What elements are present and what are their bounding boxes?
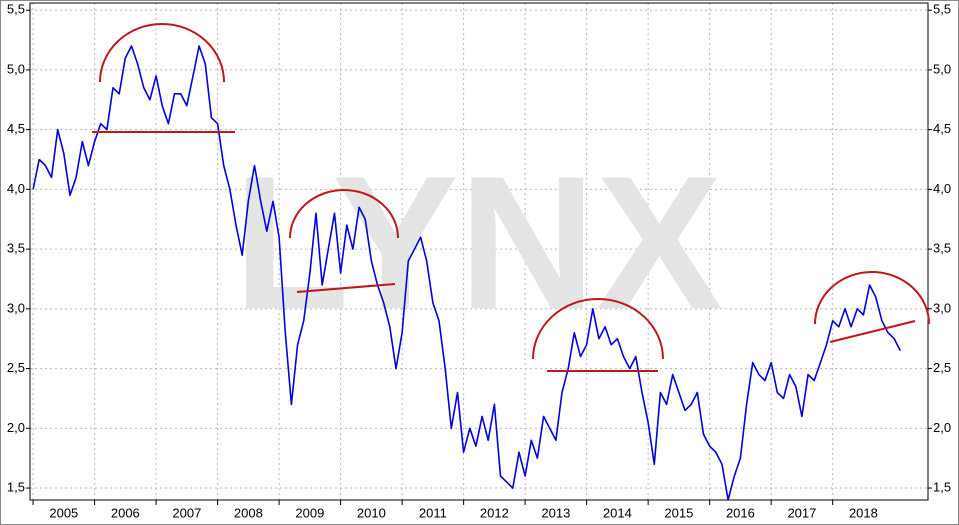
x-tick-label: 2017 bbox=[787, 505, 816, 520]
x-tick-label: 2010 bbox=[357, 505, 386, 520]
support-line bbox=[296, 283, 396, 293]
y-tick-label: 3,5 bbox=[7, 241, 25, 256]
x-tick-label: 2007 bbox=[172, 505, 201, 520]
x-tick-label: 2009 bbox=[295, 505, 324, 520]
annotations bbox=[92, 23, 930, 372]
y2-tick-label: 3,0 bbox=[933, 300, 951, 315]
x-tick-label: 2011 bbox=[419, 505, 447, 520]
arc bbox=[532, 298, 664, 360]
y-tick-label: 2,0 bbox=[7, 420, 25, 435]
y-tick-label: 1,5 bbox=[7, 479, 25, 494]
price-line bbox=[32, 45, 902, 501]
y2-tick-label: 5,5 bbox=[933, 2, 951, 17]
y-tick-label: 2,5 bbox=[7, 360, 25, 375]
x-tick-label: 2008 bbox=[234, 505, 263, 520]
arc bbox=[814, 271, 930, 325]
x-tick-label: 2006 bbox=[111, 505, 140, 520]
watermark: LYNX bbox=[233, 137, 722, 349]
x-tick-label: 2012 bbox=[480, 505, 509, 520]
x-tick-label: 2016 bbox=[726, 505, 755, 520]
x-tick-label: 2018 bbox=[849, 505, 878, 520]
y-tick-label: 4,5 bbox=[7, 121, 25, 136]
x-tick-label: 2015 bbox=[664, 505, 693, 520]
arc bbox=[99, 23, 225, 83]
x-tick-label: 2013 bbox=[541, 505, 570, 520]
x-tick-label: 2014 bbox=[603, 505, 632, 520]
x-tick-label: 2005 bbox=[49, 505, 78, 520]
y2-tick-label: 3,5 bbox=[933, 241, 951, 256]
arc bbox=[289, 189, 399, 239]
y-tick-label: 4,0 bbox=[7, 181, 25, 196]
y2-tick-label: 4,0 bbox=[933, 181, 951, 196]
y2-tick-label: 4,5 bbox=[933, 121, 951, 136]
y-tick-label: 5,0 bbox=[7, 61, 25, 76]
plot-border bbox=[29, 2, 929, 501]
y2-tick-label: 2,0 bbox=[933, 420, 951, 435]
y2-tick-label: 2,5 bbox=[933, 360, 951, 375]
series bbox=[32, 45, 902, 501]
y-tick-label: 3,0 bbox=[7, 300, 25, 315]
y2-tick-label: 1,5 bbox=[933, 479, 951, 494]
y2-tick-label: 5,0 bbox=[933, 61, 951, 76]
support-line bbox=[829, 320, 916, 343]
y-tick-label: 5,5 bbox=[7, 2, 25, 17]
